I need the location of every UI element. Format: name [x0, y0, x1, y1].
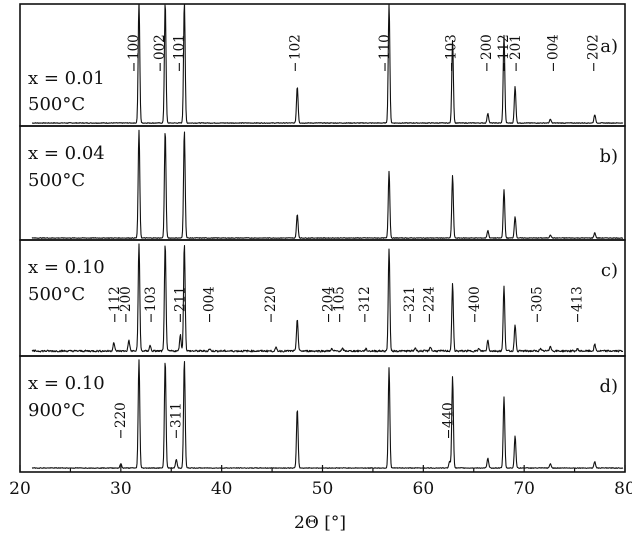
peak-label: 305: [529, 286, 545, 312]
peak-label: 004: [202, 286, 218, 312]
peak-label: 311: [168, 402, 184, 428]
peak-label: 200: [118, 286, 134, 312]
x-tick-label: 80: [614, 479, 632, 499]
peak-label: 211: [172, 286, 188, 312]
peak-label: 202: [586, 34, 602, 60]
peak-label: 220: [263, 286, 279, 312]
sample-composition: x = 0.01: [28, 68, 105, 89]
panel-frame: [19, 3, 626, 127]
panel-letter: a): [600, 36, 618, 57]
peak-label: 400: [467, 286, 483, 312]
x-tick-label: 70: [513, 479, 535, 499]
x-axis-title: 2Θ [°]: [294, 513, 346, 533]
diffraction-trace: [31, 129, 624, 239]
x-tick-label: 60: [413, 479, 435, 499]
peak-label: 224: [421, 286, 437, 312]
sample-composition: x = 0.10: [28, 257, 105, 278]
peak-label: 103: [143, 286, 159, 312]
peak-label: 004: [545, 34, 561, 60]
panel-b: x = 0.04 500°C b): [19, 125, 626, 241]
peak-label: 105: [332, 286, 348, 312]
peak-label: 102: [287, 34, 303, 60]
peak-label: 103: [444, 34, 460, 60]
peak-label: 201: [508, 34, 524, 60]
sample-composition: x = 0.10: [28, 373, 105, 394]
peak-label: 112: [107, 286, 123, 312]
peak-label: 002: [152, 34, 168, 60]
peak-label: 100: [126, 34, 142, 60]
peak-label: 220: [113, 402, 129, 428]
panel-letter: c): [601, 260, 618, 281]
x-tick-label: 30: [110, 479, 132, 499]
x-tick-label: 20: [9, 479, 31, 499]
peak-label: 101: [171, 34, 187, 60]
diffraction-trace: [31, 4, 624, 124]
peak-label: 312: [357, 286, 373, 312]
sample-temperature: 900°C: [28, 400, 85, 421]
x-tick-label: 40: [211, 479, 233, 499]
diffraction-trace: [31, 243, 624, 353]
peak-label: 413: [570, 286, 586, 312]
x-axis: 20 30 40 50 60 70 80: [9, 465, 632, 499]
panel-d: x = 0.10 900°C d) 220 311 440: [19, 355, 626, 473]
sample-composition: x = 0.04: [28, 143, 105, 164]
sample-temperature: 500°C: [28, 94, 85, 115]
peak-label: 200: [479, 34, 495, 60]
peak-label: 440: [441, 402, 457, 428]
peak-label: 112: [496, 34, 512, 60]
peak-label: 204: [321, 286, 337, 312]
peak-label: 110: [377, 34, 393, 60]
peak-label: 321: [402, 286, 418, 312]
x-tick-label: 50: [312, 479, 334, 499]
sample-temperature: 500°C: [28, 284, 85, 305]
sample-temperature: 500°C: [28, 170, 85, 191]
panel-frame: [19, 355, 626, 473]
panel-letter: d): [599, 376, 618, 397]
panel-frame: [19, 125, 626, 241]
panel-letter: b): [599, 146, 618, 167]
